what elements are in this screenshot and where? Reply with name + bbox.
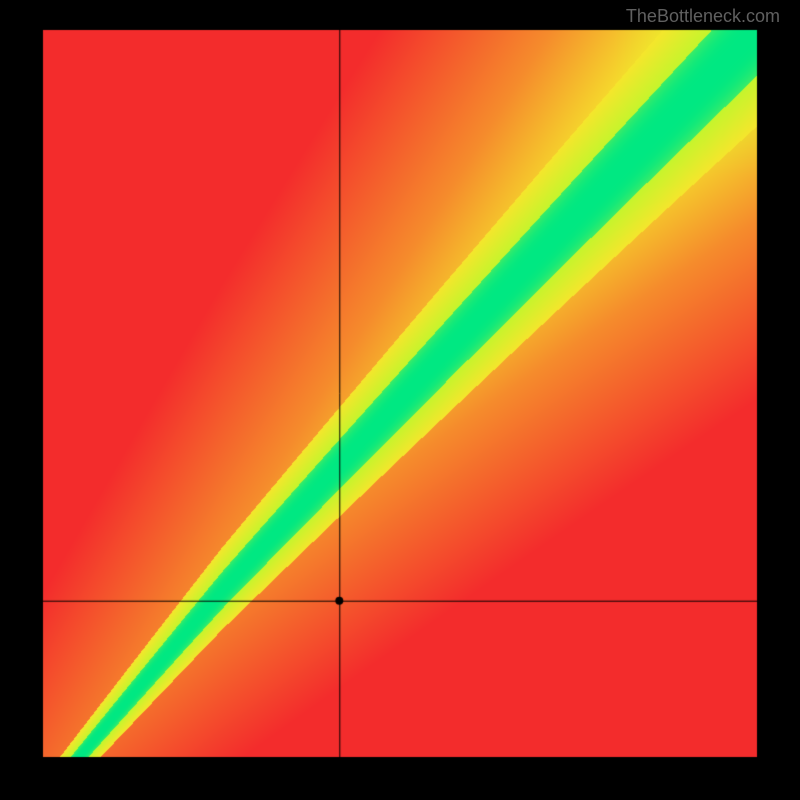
- watermark-text: TheBottleneck.com: [626, 6, 780, 27]
- bottleneck-heatmap: [0, 0, 800, 800]
- chart-container: TheBottleneck.com: [0, 0, 800, 800]
